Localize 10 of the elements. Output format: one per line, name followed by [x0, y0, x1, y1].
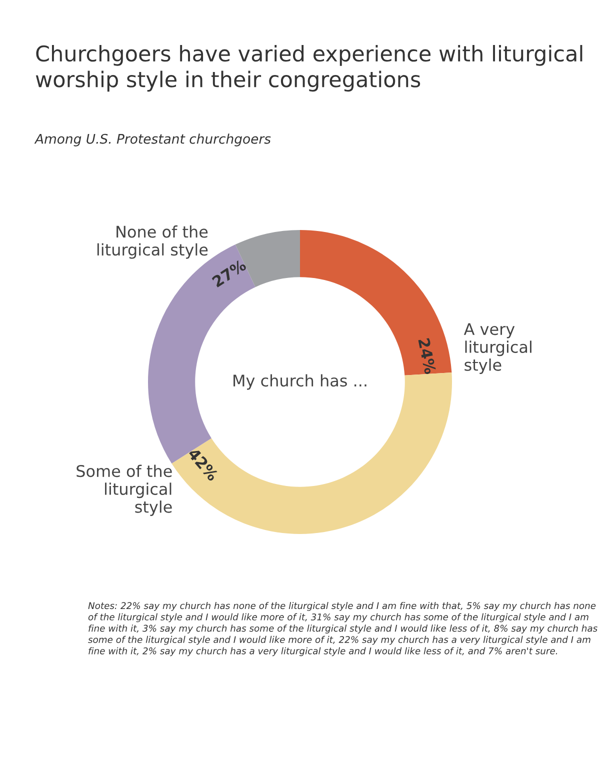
text: Notes: 22% say my church has none of the liturgical style and I am fine with that, 5% say my church has none of the liturgical style and I would like more of it, 31% say my church has some of the liturgical style and I am fine with it, 3% say my church has some of the liturgical style and I would like less of it, 8% say my church has some of the liturgical style and I would like more of it, 22% say my church has a very liturgical style and I am fine with it, 2% say my church has a very liturgical style and I would like less of it, and 7% aren't sure. — [88, 602, 598, 656]
chart-subtitle: Among U.S. Protestant churchgoers — [34, 134, 271, 146]
slice-label: None of the liturgical style — [97, 225, 208, 259]
donut-slice — [172, 372, 452, 534]
text: My church has ... — [234, 374, 366, 390]
chart-title: Churchgoers have varied experience with liturgical worship style in their congregations — [36, 45, 582, 92]
slice-label: A very liturgical style — [464, 323, 532, 374]
data-label: 24% — [418, 338, 436, 374]
slice-label: Some of the liturgical style — [76, 464, 172, 516]
donut-slice — [300, 230, 452, 376]
